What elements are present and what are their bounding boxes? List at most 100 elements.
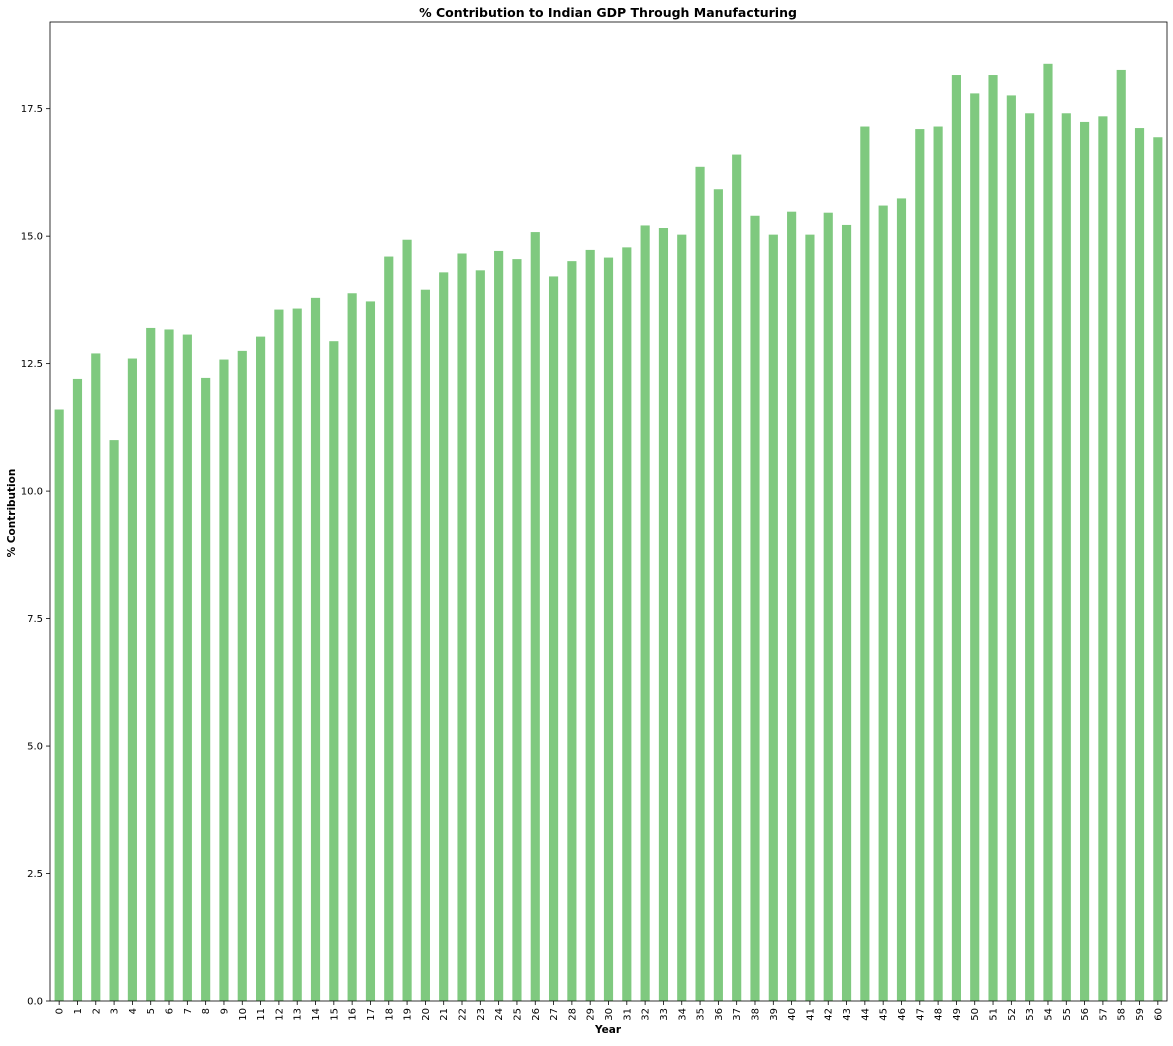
bars-layer xyxy=(54,63,1163,1002)
x-tick-label: 22 xyxy=(458,1008,469,1021)
x-tick-label: 1 xyxy=(73,1008,84,1014)
x-tick-label: 33 xyxy=(659,1008,670,1021)
y-tick-label: 12.5 xyxy=(21,359,43,370)
x-tick-label: 54 xyxy=(1043,1008,1054,1021)
x-tick-label: 32 xyxy=(641,1008,652,1021)
x-tick-label: 14 xyxy=(311,1008,322,1021)
x-tick-label: 16 xyxy=(348,1008,359,1021)
bar-0 xyxy=(54,409,64,1001)
x-tick-label: 10 xyxy=(238,1008,249,1021)
y-tick-label: 2.5 xyxy=(27,869,43,880)
bar-19 xyxy=(402,239,412,1002)
x-tick-label: 30 xyxy=(604,1008,615,1021)
x-tick-label: 19 xyxy=(403,1008,414,1021)
x-tick-label: 28 xyxy=(567,1008,578,1021)
bar-10 xyxy=(237,350,247,1001)
x-tick-label: 9 xyxy=(219,1008,230,1014)
axes-layer: 0.02.55.07.510.012.515.017.50 1 2 3 4 5 6 7 8 9 10… xyxy=(21,21,1168,1021)
bar-22 xyxy=(457,253,467,1002)
bar-24 xyxy=(494,250,504,1001)
bar-60 xyxy=(1153,137,1163,1002)
x-tick-label: 25 xyxy=(512,1008,523,1021)
bar-8 xyxy=(201,377,211,1001)
x-tick-label: 57 xyxy=(1098,1008,1109,1021)
x-tick-label: 0 xyxy=(55,1008,66,1014)
bar-4 xyxy=(127,358,137,1001)
x-tick-label: 4 xyxy=(128,1008,139,1014)
bar-52 xyxy=(1006,95,1016,1002)
x-tick-label: 41 xyxy=(805,1008,816,1021)
x-tick-label: 50 xyxy=(970,1008,981,1021)
x-tick-label: 35 xyxy=(696,1008,707,1021)
y-axis-label: % Contribution xyxy=(6,469,18,558)
x-tick-label: 55 xyxy=(1062,1008,1073,1021)
bar-51 xyxy=(988,75,998,1001)
bar-13 xyxy=(292,308,302,1001)
x-tick-label: 38 xyxy=(750,1008,761,1021)
x-tick-label: 6 xyxy=(165,1008,176,1014)
x-tick-label: 15 xyxy=(329,1008,340,1021)
bar-20 xyxy=(420,289,430,1001)
x-tick-label: 7 xyxy=(183,1008,194,1014)
x-tick-label: 27 xyxy=(549,1008,560,1021)
x-tick-label: 3 xyxy=(110,1008,121,1014)
bar-15 xyxy=(329,341,339,1001)
x-tick-label: 26 xyxy=(531,1008,542,1021)
bar-59 xyxy=(1134,128,1145,1001)
bar-37 xyxy=(732,154,742,1001)
x-tick-label: 29 xyxy=(586,1008,597,1021)
bar-49 xyxy=(951,75,961,1001)
bar-6 xyxy=(164,329,174,1002)
bar-1 xyxy=(72,378,83,1001)
x-tick-label: 53 xyxy=(1025,1008,1036,1021)
bar-46 xyxy=(896,198,907,1002)
bar-43 xyxy=(841,224,852,1001)
bar-44 xyxy=(860,126,870,1001)
bar-35 xyxy=(695,166,705,1001)
x-tick-label: 11 xyxy=(256,1008,267,1021)
bar-23 xyxy=(475,270,485,1001)
x-tick-label: 42 xyxy=(824,1008,835,1021)
x-tick-label: 43 xyxy=(842,1008,853,1021)
x-tick-label: 45 xyxy=(879,1008,890,1021)
x-tick-label: 47 xyxy=(915,1008,926,1021)
x-tick-label: 17 xyxy=(366,1008,377,1021)
bar-5 xyxy=(146,327,156,1001)
bar-45 xyxy=(878,205,888,1001)
bar-27 xyxy=(548,276,559,1001)
y-tick-label: 15.0 xyxy=(21,232,43,243)
bar-9 xyxy=(219,359,229,1001)
bar-21 xyxy=(439,272,449,1001)
bar-29 xyxy=(585,249,595,1002)
bar-7 xyxy=(182,334,192,1001)
bar-38 xyxy=(750,215,760,1001)
x-tick-label: 21 xyxy=(439,1008,450,1021)
x-tick-label: 39 xyxy=(769,1008,780,1021)
x-tick-label: 44 xyxy=(860,1008,871,1021)
x-tick-label: 58 xyxy=(1117,1008,1128,1021)
bar-30 xyxy=(603,257,614,1001)
bar-42 xyxy=(823,212,833,1001)
bar-33 xyxy=(658,228,669,1001)
bar-32 xyxy=(640,225,650,1001)
x-tick-label: 8 xyxy=(201,1008,212,1014)
bar-25 xyxy=(512,259,522,1002)
y-tick-label: 17.5 xyxy=(21,104,43,115)
x-tick-label: 37 xyxy=(732,1008,743,1021)
x-tick-label: 13 xyxy=(293,1008,304,1021)
x-tick-label: 24 xyxy=(494,1008,505,1021)
bar-28 xyxy=(567,261,577,1001)
x-tick-label: 59 xyxy=(1135,1008,1146,1021)
x-tick-label: 40 xyxy=(787,1008,798,1021)
x-tick-label: 51 xyxy=(989,1008,1000,1021)
bar-47 xyxy=(915,129,925,1001)
bar-2 xyxy=(91,353,101,1001)
x-tick-label: 20 xyxy=(421,1008,432,1021)
bar-50 xyxy=(970,93,980,1001)
x-tick-label: 34 xyxy=(677,1008,688,1021)
bar-17 xyxy=(365,301,376,1001)
x-tick-label: 36 xyxy=(714,1008,725,1021)
x-tick-label: 60 xyxy=(1153,1008,1164,1021)
